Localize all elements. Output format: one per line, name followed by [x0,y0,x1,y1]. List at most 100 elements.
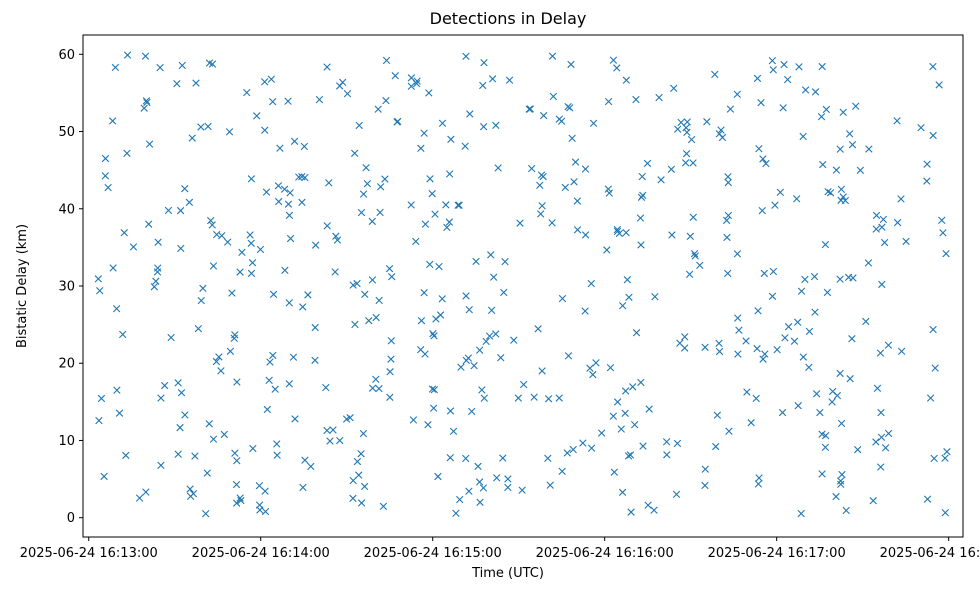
detection-point [298,198,306,207]
detection-point [929,325,937,334]
detection-point [248,259,257,267]
detection-point [689,213,697,221]
detection-point [677,118,685,127]
detection-point [621,387,630,395]
detection-point [129,243,138,251]
detection-point [724,269,732,278]
detection-point [781,334,789,342]
detection-point [489,273,498,281]
x-axis-ticks: 2025-06-24 16:13:00 2025-06-24 16:14:00 20… [20,537,980,561]
detection-point [755,145,763,153]
detection-point [837,480,845,489]
detection-point [501,258,509,266]
detection-point [534,325,542,333]
detection-point [436,311,445,319]
detection-point [368,384,377,392]
detection-point [829,387,837,396]
detection-point [263,405,271,414]
detection-point [581,165,590,173]
detection-point [349,476,357,485]
detection-point [713,411,722,419]
detection-point [625,293,633,301]
detection-point [372,375,380,384]
detection-point [610,468,619,476]
detection-point [613,398,622,406]
detection-point [818,470,826,478]
detection-point [539,111,548,120]
detection-point [836,145,844,153]
detection-point [832,166,841,174]
detection-point [407,201,415,209]
detection-point [929,131,937,140]
detection-point [941,508,949,517]
detection-point [876,349,885,357]
x-tick-label: 2025-06-24 16:18:00 [880,546,980,561]
detection-point [156,63,164,72]
detection-point [181,184,189,193]
detection-point [142,488,150,496]
detection-point [776,188,785,196]
detection-point [269,97,277,106]
detection-point [718,133,727,142]
detection-point [167,333,175,342]
detection-point [236,494,244,502]
detection-point [108,117,117,125]
detection-point [449,427,458,435]
detection-point [837,419,846,428]
detection-point [753,344,761,353]
detection-point [307,462,315,471]
detection-point [430,332,438,340]
detection-point [877,463,885,471]
detection-point [154,264,162,272]
detection-point [123,51,132,59]
detection-point [281,266,289,274]
detection-point [884,341,893,349]
detection-point [836,477,845,485]
detection-point [275,197,283,206]
detection-point [615,229,624,238]
detection-point [881,444,890,452]
detection-point [487,251,495,259]
detection-point [375,296,383,305]
detection-point [754,307,762,315]
detection-point [667,165,676,173]
detection-point [651,293,659,301]
detection-point [363,180,372,188]
detection-point [673,439,682,448]
detection-point [479,484,488,492]
detection-point [189,489,198,498]
detection-point [253,112,261,120]
detection-point [154,238,162,246]
detection-point [597,429,606,437]
detection-point [923,495,932,503]
detection-point [822,105,831,114]
detection-point [323,222,331,230]
detection-point [662,438,671,446]
detection-point [374,105,382,113]
detection-point [712,442,720,451]
detection-point [828,398,836,406]
detection-point [372,313,380,322]
detection-point [351,149,359,157]
detection-point [639,442,647,450]
detection-point [839,193,847,201]
detection-point [232,480,241,489]
detection-point [530,393,538,401]
detection-point [793,318,802,326]
detection-point [298,172,306,181]
detection-point [691,252,699,260]
detection-point [255,482,264,490]
detection-point [273,440,281,448]
detection-point [445,170,454,178]
detection-point [188,134,196,142]
detection-point [256,245,265,254]
detection-point [801,86,810,94]
detection-point [100,472,108,481]
detection-point [362,164,370,172]
detection-point [111,63,120,72]
y-axis-ticks: 0 10 20 30 40 50 60 [58,48,83,526]
detection-point [935,81,943,89]
detection-point [783,75,792,84]
detection-point [723,233,731,242]
detection-point [97,394,106,403]
